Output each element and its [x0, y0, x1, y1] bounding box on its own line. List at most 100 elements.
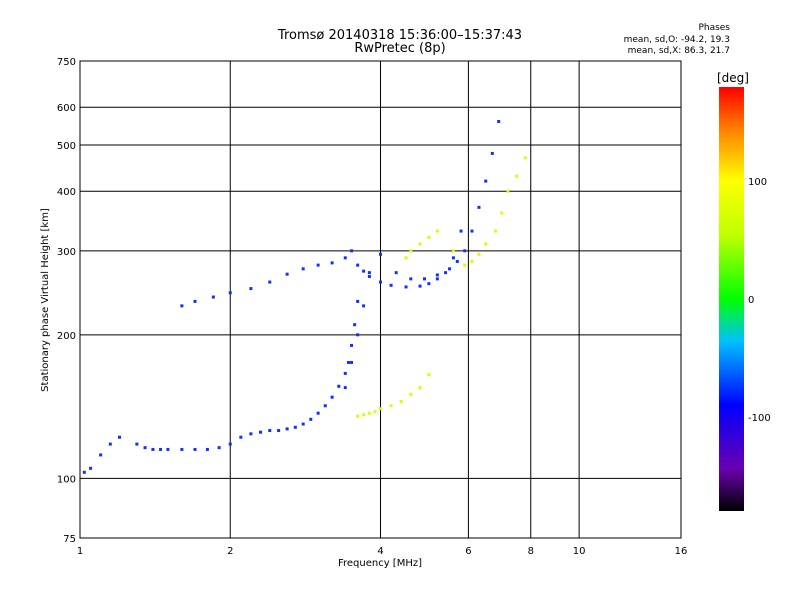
data-point [477, 252, 481, 256]
data-point [399, 399, 403, 403]
data-point [418, 242, 422, 246]
phase-heading: Phases [698, 23, 730, 33]
data-point [180, 447, 184, 451]
data-point [143, 446, 147, 450]
data-point [301, 267, 305, 271]
data-point [367, 271, 371, 275]
grid-lines [80, 61, 681, 538]
data-point [394, 271, 398, 275]
data-point [350, 343, 354, 347]
data-point [356, 333, 360, 337]
data-point [343, 371, 347, 375]
colorbar-tick-label: 100 [748, 177, 767, 188]
data-point [166, 447, 170, 451]
data-point [367, 275, 371, 279]
data-point [356, 414, 360, 418]
data-point [418, 386, 422, 390]
x-tick-label: 2 [227, 546, 233, 557]
data-point [350, 360, 354, 364]
data-point [180, 304, 184, 308]
data-point [373, 410, 377, 414]
data-point [353, 323, 357, 327]
data-point [506, 189, 510, 193]
data-point [362, 413, 366, 417]
y-tick-label: 600 [57, 103, 76, 114]
data-point [259, 430, 263, 434]
data-point [249, 287, 253, 291]
data-point [118, 435, 122, 439]
data-point [494, 229, 498, 233]
y-tick-label: 300 [57, 247, 76, 258]
data-point [205, 447, 209, 451]
data-point [99, 453, 103, 457]
data-point [451, 256, 455, 260]
data-point [346, 360, 350, 364]
data-point [193, 447, 197, 451]
data-point [435, 277, 439, 281]
data-point [379, 280, 382, 284]
data-point [500, 211, 504, 215]
data-point [82, 470, 86, 474]
data-point [268, 280, 272, 284]
data-point [389, 283, 393, 287]
data-point [427, 235, 431, 239]
y-tick-label: 200 [57, 331, 76, 342]
data-point [484, 242, 488, 246]
data-point [277, 429, 281, 433]
data-point [159, 447, 163, 451]
data-point [515, 174, 519, 178]
data-point [422, 277, 426, 281]
data-point [459, 229, 463, 233]
data-points [82, 120, 527, 474]
data-point [477, 205, 481, 209]
data-point [490, 151, 494, 155]
data-point [228, 442, 232, 446]
x-tick-label: 6 [465, 546, 471, 557]
data-point [316, 411, 320, 415]
data-point [470, 259, 474, 263]
data-point [268, 429, 272, 433]
data-point [211, 295, 215, 299]
chart-title-line2: RwPretec (8p) [354, 41, 446, 56]
data-point [356, 263, 360, 267]
data-point [285, 427, 289, 431]
chart-title-line1: Tromsø 20140318 15:36:00–15:37:43 [277, 28, 523, 43]
x-tick-label: 10 [573, 546, 586, 557]
data-point [455, 259, 459, 263]
data-point [435, 229, 439, 233]
data-point [330, 395, 334, 399]
data-point [323, 404, 327, 408]
data-point [409, 249, 413, 253]
data-point [451, 249, 455, 253]
data-point [367, 411, 371, 415]
data-point [404, 256, 408, 260]
data-point [239, 435, 243, 439]
data-point [409, 392, 413, 396]
x-tick-label: 4 [377, 546, 383, 557]
data-point [301, 422, 305, 426]
data-point [379, 252, 382, 256]
data-point [249, 432, 253, 436]
data-point [389, 404, 393, 408]
data-point [484, 179, 488, 183]
data-point [293, 425, 297, 429]
colorbar-label: [deg] [717, 71, 749, 85]
data-point [409, 277, 413, 281]
phase-stats-x: mean, sd,X: 86.3, 21.7 [627, 46, 730, 56]
colorbar-tick-label: -100 [748, 413, 771, 424]
data-point [343, 386, 347, 390]
x-tick-label: 16 [675, 546, 688, 557]
x-axis-label: Frequency [MHz] [338, 558, 422, 569]
data-point [362, 304, 366, 308]
data-point [135, 442, 139, 446]
data-point [523, 156, 527, 160]
phase-stats-o: mean, sd,O: -94.2, 19.3 [623, 35, 730, 45]
colorbar-ticks: -100 0 100 [748, 177, 771, 424]
data-point [463, 263, 467, 267]
data-point [444, 271, 448, 275]
data-point [350, 249, 354, 253]
data-point [427, 282, 431, 286]
y-axis-label: Stationary phase Virtual Height [km] [40, 208, 51, 392]
data-point [418, 284, 422, 288]
